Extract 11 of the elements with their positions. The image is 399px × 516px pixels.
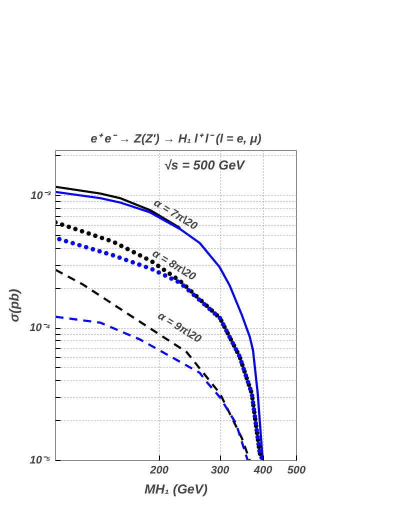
x-axis-title: MH₁ (GeV) [144,482,208,496]
x-tick-label: 200 [149,464,170,476]
x-tick-label: 300 [210,464,230,476]
annotation: √s = 500 GeV [164,158,246,173]
y-tick-label: 10⁻⁵ [30,454,52,466]
y-axis-title: σ(pb) [6,288,22,322]
x-tick-label: 500 [287,464,307,476]
y-tick-label: 10⁻⁴ [30,322,51,334]
chart-title: e⁺ e⁻ → Z(Z') → H₁ l⁺ l⁻ (l = e, μ) [90,132,262,146]
x-tick-label: 400 [252,464,274,476]
y-tick-label: 10⁻³ [30,190,51,202]
